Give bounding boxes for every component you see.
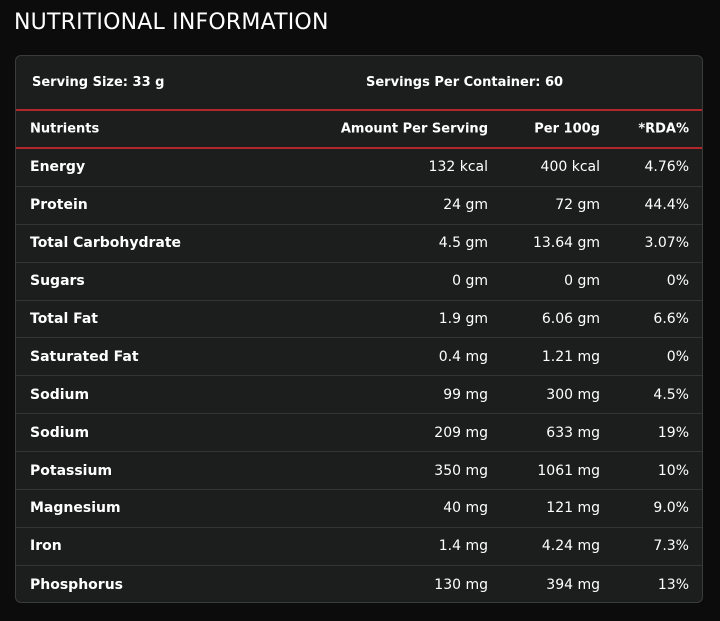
amount-per-100g: 6.06 gm [541,311,600,327]
header-per-100g: Per 100g [534,121,600,137]
amount-per-serving: 350 mg [434,462,488,479]
amount-per-serving: 209 mg [434,424,488,441]
nutrition-panel: Serving Size: 33 g Servings Per Containe… [15,55,703,603]
page-title: NUTRITIONAL INFORMATION [14,10,329,35]
amount-per-serving: 40 mg [443,500,488,517]
rda-percent: 44.4% [644,197,689,214]
table-row: Iron 1.4 mg 4.24 mg 7.3% [16,528,702,566]
table-row: Energy 132 kcal 400 kcal 4.76% [16,149,702,187]
table-row: Sodium 209 mg 633 mg 19% [16,414,702,453]
rda-percent: 0% [666,273,689,290]
rda-percent: 6.6% [653,311,689,327]
header-amount-per-serving: Amount Per Serving [340,121,488,137]
amount-per-serving: 130 mg [434,576,488,593]
table-row: Total Carbohydrate 4.5 gm 13.64 gm 3.07% [16,225,702,263]
amount-per-100g: 1061 mg [537,462,600,479]
amount-per-100g: 394 mg [546,576,600,593]
rda-percent: 9.0% [653,500,689,517]
serving-size: Serving Size: 33 g [32,75,165,90]
table-row: Sugars 0 gm 0 gm 0% [16,263,702,301]
nutrient-name: Iron [30,538,62,555]
table-row: Saturated Fat 0.4 mg 1.21 mg 0% [16,338,702,377]
amount-per-serving: 24 gm [443,197,488,214]
nutrient-name: Magnesium [30,500,121,517]
amount-per-serving: 132 kcal [428,159,488,176]
amount-per-serving: 1.9 gm [438,311,488,327]
table-row: Phosphorus 130 mg 394 mg 13% [16,566,702,602]
servings-per-container: Servings Per Container: 60 [366,75,564,90]
table-row: Sodium 99 mg 300 mg 4.5% [16,376,702,415]
rda-percent: 7.3% [653,538,689,555]
table-body: Energy 132 kcal 400 kcal 4.76% Protein 24 gm 7… [16,149,702,602]
rda-percent: 13% [657,576,689,593]
table-row: Magnesium 40 mg 121 mg 9.0% [16,490,702,528]
amount-per-100g: 633 mg [546,424,600,441]
nutrient-name: Sodium [30,386,90,403]
amount-per-100g: 4.24 mg [541,538,600,555]
rda-percent: 19% [657,424,689,441]
table-row: Total Fat 1.9 gm 6.06 gm 6.6% [16,301,702,339]
amount-per-serving: 1.4 mg [438,538,488,555]
nutrient-name: Sugars [30,273,85,290]
amount-per-serving: 99 mg [443,386,488,403]
table-row: Protein 24 gm 72 gm 44.4% [16,187,702,225]
serving-info-row: Serving Size: 33 g Servings Per Containe… [16,56,702,111]
nutrient-name: Phosphorus [30,576,123,593]
amount-per-100g: 400 kcal [540,159,600,176]
amount-per-100g: 1.21 mg [541,348,600,365]
nutrient-name: Potassium [30,462,113,479]
header-rda: *RDA% [638,121,689,137]
amount-per-serving: 4.5 gm [438,235,488,252]
amount-per-serving: 0 gm [452,273,488,290]
rda-percent: 4.5% [653,386,689,403]
amount-per-serving: 0.4 mg [438,348,488,365]
amount-per-100g: 72 gm [555,197,600,214]
rda-percent: 0% [666,348,689,365]
nutrient-name: Saturated Fat [30,348,139,365]
amount-per-100g: 0 gm [564,273,600,290]
nutrient-name: Sodium [30,424,90,441]
amount-per-100g: 121 mg [546,500,600,517]
nutrient-name: Protein [30,197,88,214]
nutrient-name: Total Fat [30,311,99,327]
rda-percent: 3.07% [644,235,689,252]
amount-per-100g: 300 mg [546,386,600,403]
table-header: Nutrients Amount Per Serving Per 100g *R… [16,111,702,149]
amount-per-100g: 13.64 gm [532,235,600,252]
rda-percent: 4.76% [644,159,689,176]
header-nutrients: Nutrients [30,121,100,137]
nutrient-name: Total Carbohydrate [30,235,182,252]
table-row: Potassium 350 mg 1061 mg 10% [16,452,702,491]
rda-percent: 10% [657,462,689,479]
nutrient-name: Energy [30,159,86,176]
